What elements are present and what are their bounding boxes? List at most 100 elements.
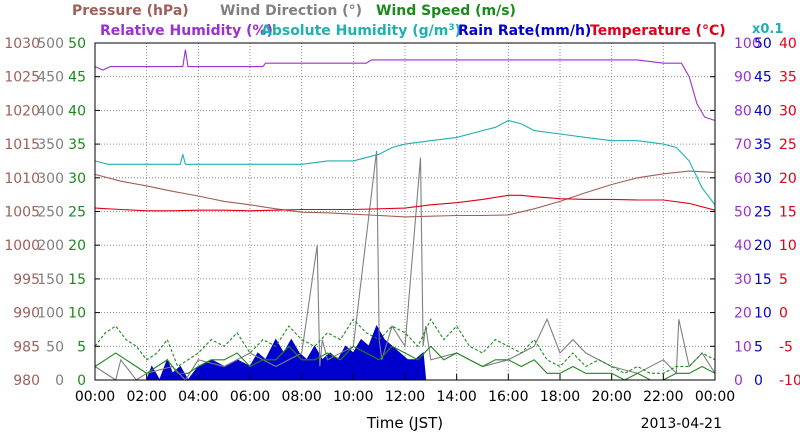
- y-tick-relative-humidity: 0: [734, 373, 743, 389]
- grid: [95, 43, 715, 380]
- y-tick-wind-speed: 50: [68, 36, 86, 52]
- legend-tail: ): [455, 23, 461, 39]
- y-tick-relative-humidity: 20: [734, 306, 752, 322]
- y-tick-rain-rate: 30: [754, 171, 772, 187]
- y-tick-rain-rate: 50: [754, 36, 772, 52]
- series-absolute-humidity: [94, 119, 716, 206]
- y-tick-pressure: 985: [13, 339, 40, 355]
- legend: Pressure (hPa) Wind Direction (°) Wind Spe…: [72, 3, 726, 39]
- y-tick-wind-speed: 45: [68, 70, 86, 86]
- x-tick-label: 10:00: [333, 389, 373, 405]
- y-tick-wind-direction: 350: [37, 137, 64, 153]
- legend-entry: Wind Speed (m/s): [376, 3, 516, 19]
- y-tick-wind-direction: 150: [37, 272, 64, 288]
- legend-entry: Pressure (hPa): [72, 3, 189, 19]
- y-tick-wind-direction: 500: [37, 36, 64, 52]
- legend-entry: Temperature (°C): [590, 23, 726, 39]
- y-tick-relative-humidity: 40: [734, 238, 752, 254]
- y-tick-relative-humidity: 90: [734, 70, 752, 86]
- legend-sup: 3: [448, 23, 454, 33]
- series-wind-direction: [94, 150, 716, 381]
- x-axis: 00:00 02:00 04:00 06:00 08:00 10:00 12:00 14:00…: [75, 374, 735, 405]
- x-axis-label: Time (JST): [366, 414, 443, 432]
- y-tick-pressure: 1030: [4, 36, 40, 52]
- y-tick-wind-direction: 100: [37, 306, 64, 322]
- y-tick-pressure: 1005: [4, 205, 40, 221]
- y-tick-pressure: 1025: [4, 70, 40, 86]
- y-tick-rain-rate: 45: [754, 70, 772, 86]
- y-tick-rain-rate: 25: [754, 205, 772, 221]
- legend-entry: Absolute Humidity (g/m3): [261, 23, 461, 39]
- y-tick-wind-direction: 0: [55, 373, 64, 389]
- y-tick-temperature: -5: [779, 339, 793, 355]
- series-temperature: [94, 194, 716, 212]
- y-tick-temperature: 10: [779, 238, 797, 254]
- y-tick-pressure: 980: [13, 373, 40, 389]
- x-tick-label: 16:00: [488, 389, 528, 405]
- y-tick-wind-direction: 300: [37, 171, 64, 187]
- x-tick-label: 12:00: [385, 389, 425, 405]
- x-tick-label: 18:00: [540, 389, 580, 405]
- y-tick-temperature: 25: [779, 137, 797, 153]
- y-tick-pressure: 1015: [4, 137, 40, 153]
- x-tick-label: 08:00: [281, 389, 321, 405]
- date-label: 2013-04-21: [641, 416, 722, 432]
- y-tick-temperature: 15: [779, 205, 797, 221]
- x-tick-label: 22:00: [643, 389, 683, 405]
- x-tick-label: 04:00: [178, 389, 218, 405]
- y-tick-pressure: 990: [13, 306, 40, 322]
- y-tick-temperature: 40: [779, 36, 797, 52]
- y-tick-wind-speed: 25: [68, 205, 86, 221]
- y-tick-relative-humidity: 10: [734, 339, 752, 355]
- y-tick-rain-rate: 40: [754, 103, 772, 119]
- y-tick-wind-direction: 450: [37, 70, 64, 86]
- y-tick-wind-speed: 0: [77, 373, 86, 389]
- y-tick-temperature: -10: [779, 373, 800, 389]
- legend-entry: Rain Rate(mm/h): [458, 23, 591, 39]
- y-tick-relative-humidity: 30: [734, 272, 752, 288]
- y-tick-pressure: 1000: [4, 238, 40, 254]
- y-tick-wind-speed: 40: [68, 103, 86, 119]
- x-tick-label: 00:00: [695, 389, 735, 405]
- y-tick-wind-speed: 30: [68, 171, 86, 187]
- y-tick-temperature: 5: [779, 272, 788, 288]
- y-tick-rain-rate: 35: [754, 137, 772, 153]
- x-tick-label: 06:00: [230, 389, 270, 405]
- y-tick-pressure: 1020: [4, 103, 40, 119]
- y-tick-rain-rate: 0: [754, 373, 763, 389]
- legend-entry: Relative Humidity (%): [100, 23, 273, 39]
- y-tick-pressure: 995: [13, 272, 40, 288]
- abs-humidity-scale-note: x0.1: [752, 22, 783, 37]
- y-tick-temperature: 30: [779, 103, 797, 119]
- y-tick-rain-rate: 15: [754, 272, 772, 288]
- y-tick-wind-speed: 20: [68, 238, 86, 254]
- legend-entry: Wind Direction (°): [220, 3, 362, 19]
- y-tick-wind-direction: 250: [37, 205, 64, 221]
- series-relative-humidity: [94, 49, 716, 122]
- y-tick-temperature: 35: [779, 70, 797, 86]
- y-tick-pressure: 1010: [4, 171, 40, 187]
- y-tick-wind-speed: 35: [68, 137, 86, 153]
- y-tick-temperature: 0: [779, 306, 788, 322]
- series-wind-speed: [94, 345, 716, 381]
- y-tick-rain-rate: 5: [754, 339, 763, 355]
- x-tick-label: 02:00: [126, 389, 166, 405]
- y-tick-relative-humidity: 70: [734, 137, 752, 153]
- y-tick-wind-speed: 5: [77, 339, 86, 355]
- series: [94, 49, 716, 382]
- y-tick-temperature: 20: [779, 171, 797, 187]
- y-tick-wind-speed: 10: [68, 306, 86, 322]
- y-tick-relative-humidity: 100: [734, 36, 761, 52]
- y-tick-wind-direction: 200: [37, 238, 64, 254]
- y-tick-relative-humidity: 80: [734, 103, 752, 119]
- y-tick-wind-direction: 50: [46, 339, 64, 355]
- y-tick-relative-humidity: 50: [734, 205, 752, 221]
- y-tick-rain-rate: 20: [754, 238, 772, 254]
- y-tick-wind-speed: 15: [68, 272, 86, 288]
- x-tick-label: 20:00: [591, 389, 631, 405]
- y-tick-rain-rate: 10: [754, 306, 772, 322]
- series-pressure: [94, 170, 716, 218]
- y-tick-relative-humidity: 60: [734, 171, 752, 187]
